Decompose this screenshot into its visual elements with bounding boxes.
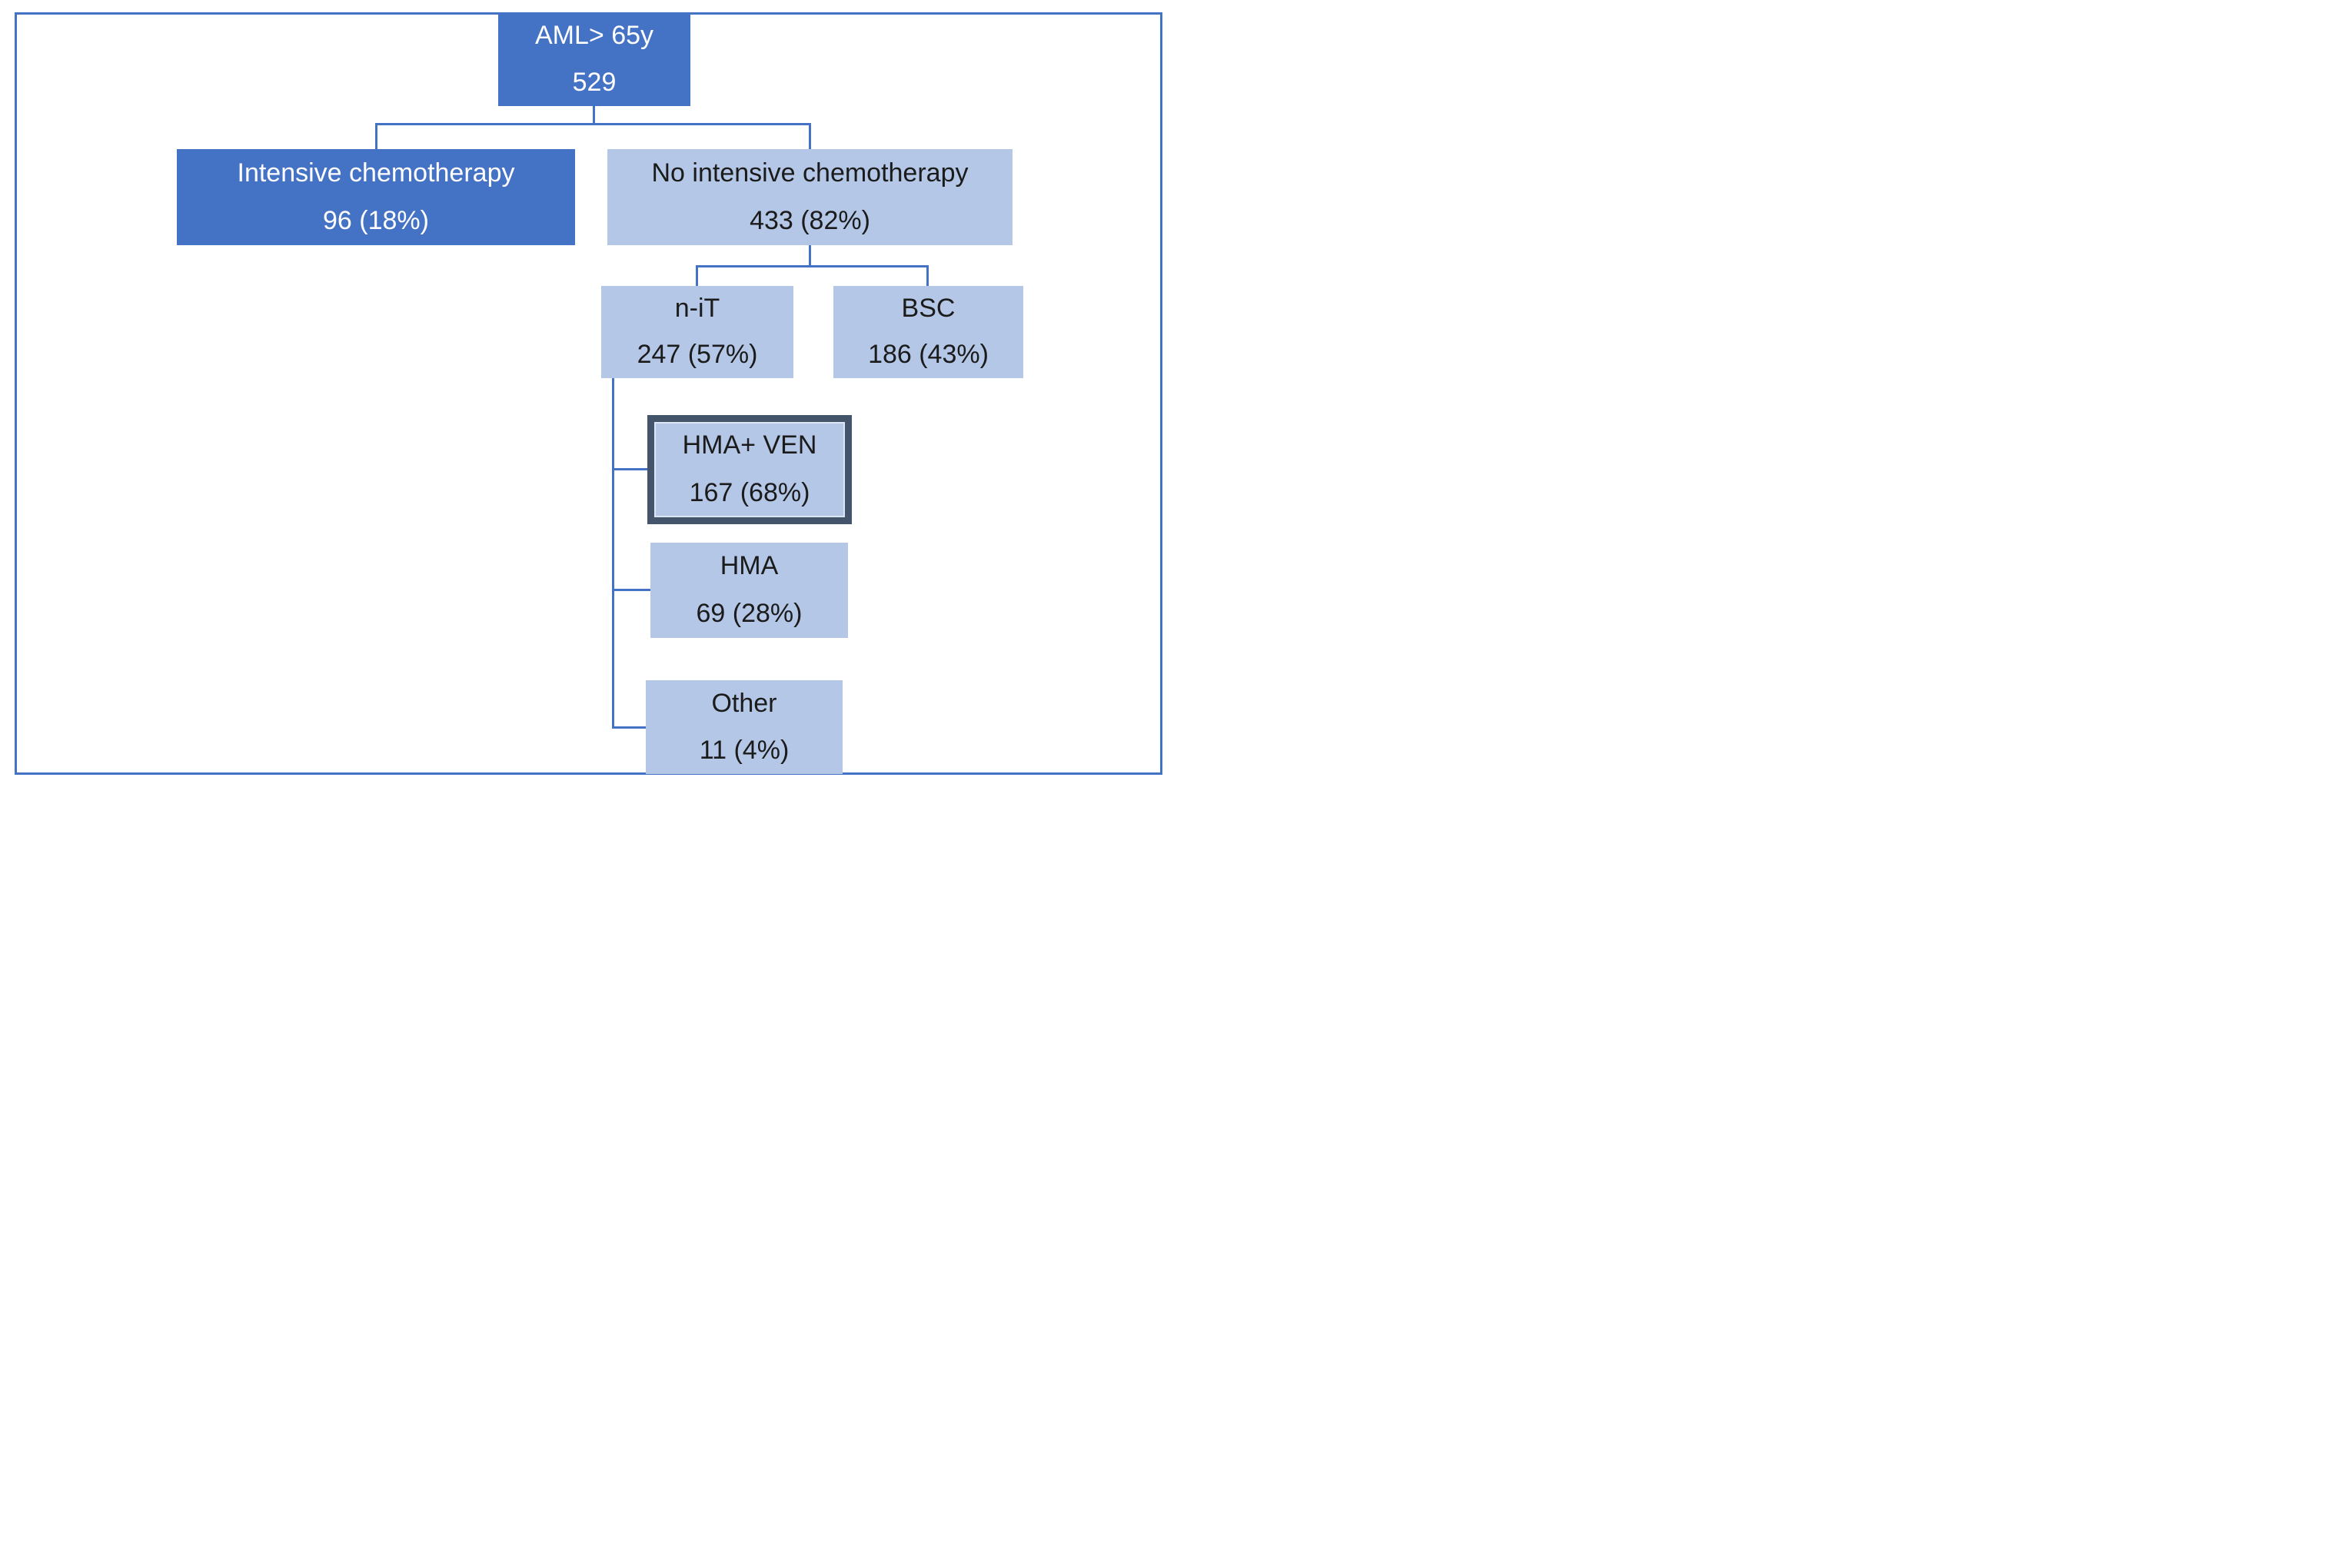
connector-drop-intensive <box>375 123 377 149</box>
node-hma-ven-label: HMA+ VEN <box>682 430 817 460</box>
node-intensive-label: Intensive chemotherapy <box>237 158 515 188</box>
node-hma-label: HMA <box>720 551 779 581</box>
connector-no-intensive-stem <box>809 245 811 267</box>
node-intensive-value: 96 (18%) <box>323 206 429 236</box>
node-nit-label: n-iT <box>674 294 720 324</box>
node-bsc-label: BSC <box>901 294 956 324</box>
connector-stub-hma <box>612 589 650 591</box>
node-bsc-value: 186 (43%) <box>868 340 989 370</box>
connector-no-intensive-rail <box>696 265 929 267</box>
node-other-value: 11 (4%) <box>699 735 790 765</box>
node-intensive: Intensive chemotherapy 96 (18%) <box>177 149 575 245</box>
node-hma: HMA 69 (28%) <box>650 543 848 638</box>
node-no-intensive-value: 433 (82%) <box>750 206 870 236</box>
node-hma-value: 69 (28%) <box>696 599 803 629</box>
connector-nit-trunk <box>612 378 614 729</box>
connector-drop-bsc <box>926 265 929 286</box>
connector-root-stem <box>593 106 595 125</box>
connector-root-rail <box>375 123 811 125</box>
node-root-value: 529 <box>572 67 617 97</box>
node-no-intensive: No intensive chemotherapy 433 (82%) <box>607 149 1013 245</box>
flow-diagram: AML> 65y 529 Intensive chemotherapy 96 (… <box>0 0 1176 784</box>
diagram-frame <box>15 12 1162 775</box>
node-other: Other 11 (4%) <box>646 680 843 774</box>
node-hma-ven-value: 167 (68%) <box>689 478 810 508</box>
node-bsc: BSC 186 (43%) <box>833 286 1023 378</box>
connector-drop-no-intensive <box>809 123 811 149</box>
node-no-intensive-label: No intensive chemotherapy <box>651 158 969 188</box>
node-nit: n-iT 247 (57%) <box>601 286 793 378</box>
node-hma-ven: HMA+ VEN 167 (68%) <box>647 415 852 524</box>
node-root: AML> 65y 529 <box>498 12 690 106</box>
connector-stub-other <box>612 726 646 729</box>
node-root-label: AML> 65y <box>534 20 654 50</box>
connector-drop-nit <box>696 265 698 286</box>
node-other-label: Other <box>711 688 777 718</box>
node-nit-value: 247 (57%) <box>637 340 758 370</box>
connector-stub-hma-ven <box>612 468 647 470</box>
